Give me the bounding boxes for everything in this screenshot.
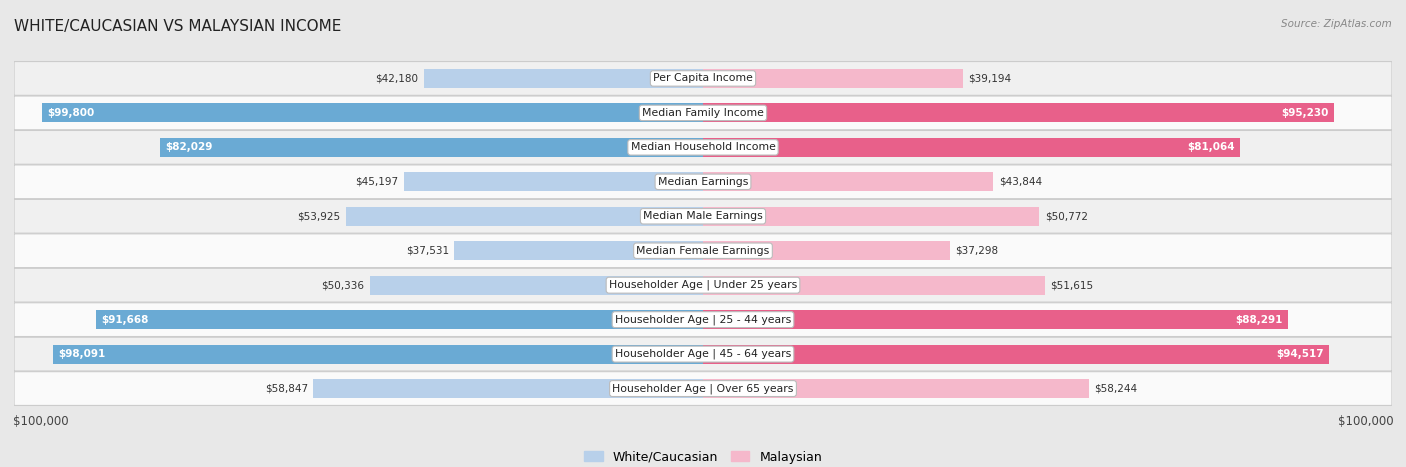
Text: $99,800: $99,800: [48, 108, 94, 118]
FancyBboxPatch shape: [14, 62, 1392, 95]
Text: $45,197: $45,197: [356, 177, 398, 187]
Text: $58,244: $58,244: [1094, 383, 1137, 394]
Text: $39,194: $39,194: [967, 73, 1011, 84]
Bar: [423, 69, 703, 88]
Text: $51,615: $51,615: [1050, 280, 1094, 290]
FancyBboxPatch shape: [14, 96, 1392, 130]
FancyBboxPatch shape: [14, 165, 1392, 198]
Bar: [703, 207, 1039, 226]
Text: WHITE/CAUCASIAN VS MALAYSIAN INCOME: WHITE/CAUCASIAN VS MALAYSIAN INCOME: [14, 19, 342, 34]
Bar: [703, 138, 1240, 157]
Bar: [404, 172, 703, 191]
FancyBboxPatch shape: [14, 303, 1392, 337]
Text: $37,531: $37,531: [406, 246, 449, 256]
Legend: White/Caucasian, Malaysian: White/Caucasian, Malaysian: [579, 446, 827, 467]
Bar: [703, 69, 963, 88]
Bar: [703, 172, 994, 191]
FancyBboxPatch shape: [14, 199, 1392, 233]
Text: $50,336: $50,336: [321, 280, 364, 290]
Bar: [454, 241, 703, 260]
FancyBboxPatch shape: [14, 130, 1392, 164]
Text: $42,180: $42,180: [375, 73, 418, 84]
Bar: [346, 207, 703, 226]
Text: $95,230: $95,230: [1281, 108, 1329, 118]
Text: Householder Age | 25 - 44 years: Householder Age | 25 - 44 years: [614, 314, 792, 325]
FancyBboxPatch shape: [14, 234, 1392, 268]
Text: $81,064: $81,064: [1187, 142, 1234, 152]
FancyBboxPatch shape: [14, 269, 1392, 302]
Bar: [314, 379, 703, 398]
Text: Source: ZipAtlas.com: Source: ZipAtlas.com: [1281, 19, 1392, 28]
Text: $58,847: $58,847: [264, 383, 308, 394]
Bar: [703, 379, 1088, 398]
Bar: [53, 345, 703, 364]
Bar: [703, 345, 1329, 364]
Text: $94,517: $94,517: [1277, 349, 1324, 359]
Text: Median Male Earnings: Median Male Earnings: [643, 211, 763, 221]
Text: $37,298: $37,298: [956, 246, 998, 256]
FancyBboxPatch shape: [14, 337, 1392, 371]
FancyBboxPatch shape: [14, 372, 1392, 405]
Text: $88,291: $88,291: [1236, 315, 1282, 325]
Bar: [96, 310, 703, 329]
Bar: [703, 310, 1288, 329]
Bar: [703, 276, 1045, 295]
Text: $53,925: $53,925: [297, 211, 340, 221]
Bar: [42, 103, 703, 122]
Bar: [703, 241, 950, 260]
Text: $43,844: $43,844: [998, 177, 1042, 187]
Text: Median Earnings: Median Earnings: [658, 177, 748, 187]
Text: $82,029: $82,029: [165, 142, 212, 152]
Text: $91,668: $91,668: [101, 315, 149, 325]
Text: Median Household Income: Median Household Income: [630, 142, 776, 152]
Text: Median Female Earnings: Median Female Earnings: [637, 246, 769, 256]
Bar: [703, 103, 1334, 122]
Text: Householder Age | 45 - 64 years: Householder Age | 45 - 64 years: [614, 349, 792, 359]
Text: Householder Age | Under 25 years: Householder Age | Under 25 years: [609, 280, 797, 290]
Text: $98,091: $98,091: [59, 349, 105, 359]
Bar: [160, 138, 703, 157]
Text: Householder Age | Over 65 years: Householder Age | Over 65 years: [612, 383, 794, 394]
Text: Median Family Income: Median Family Income: [643, 108, 763, 118]
Text: Per Capita Income: Per Capita Income: [652, 73, 754, 84]
Text: $50,772: $50,772: [1045, 211, 1088, 221]
Bar: [370, 276, 703, 295]
